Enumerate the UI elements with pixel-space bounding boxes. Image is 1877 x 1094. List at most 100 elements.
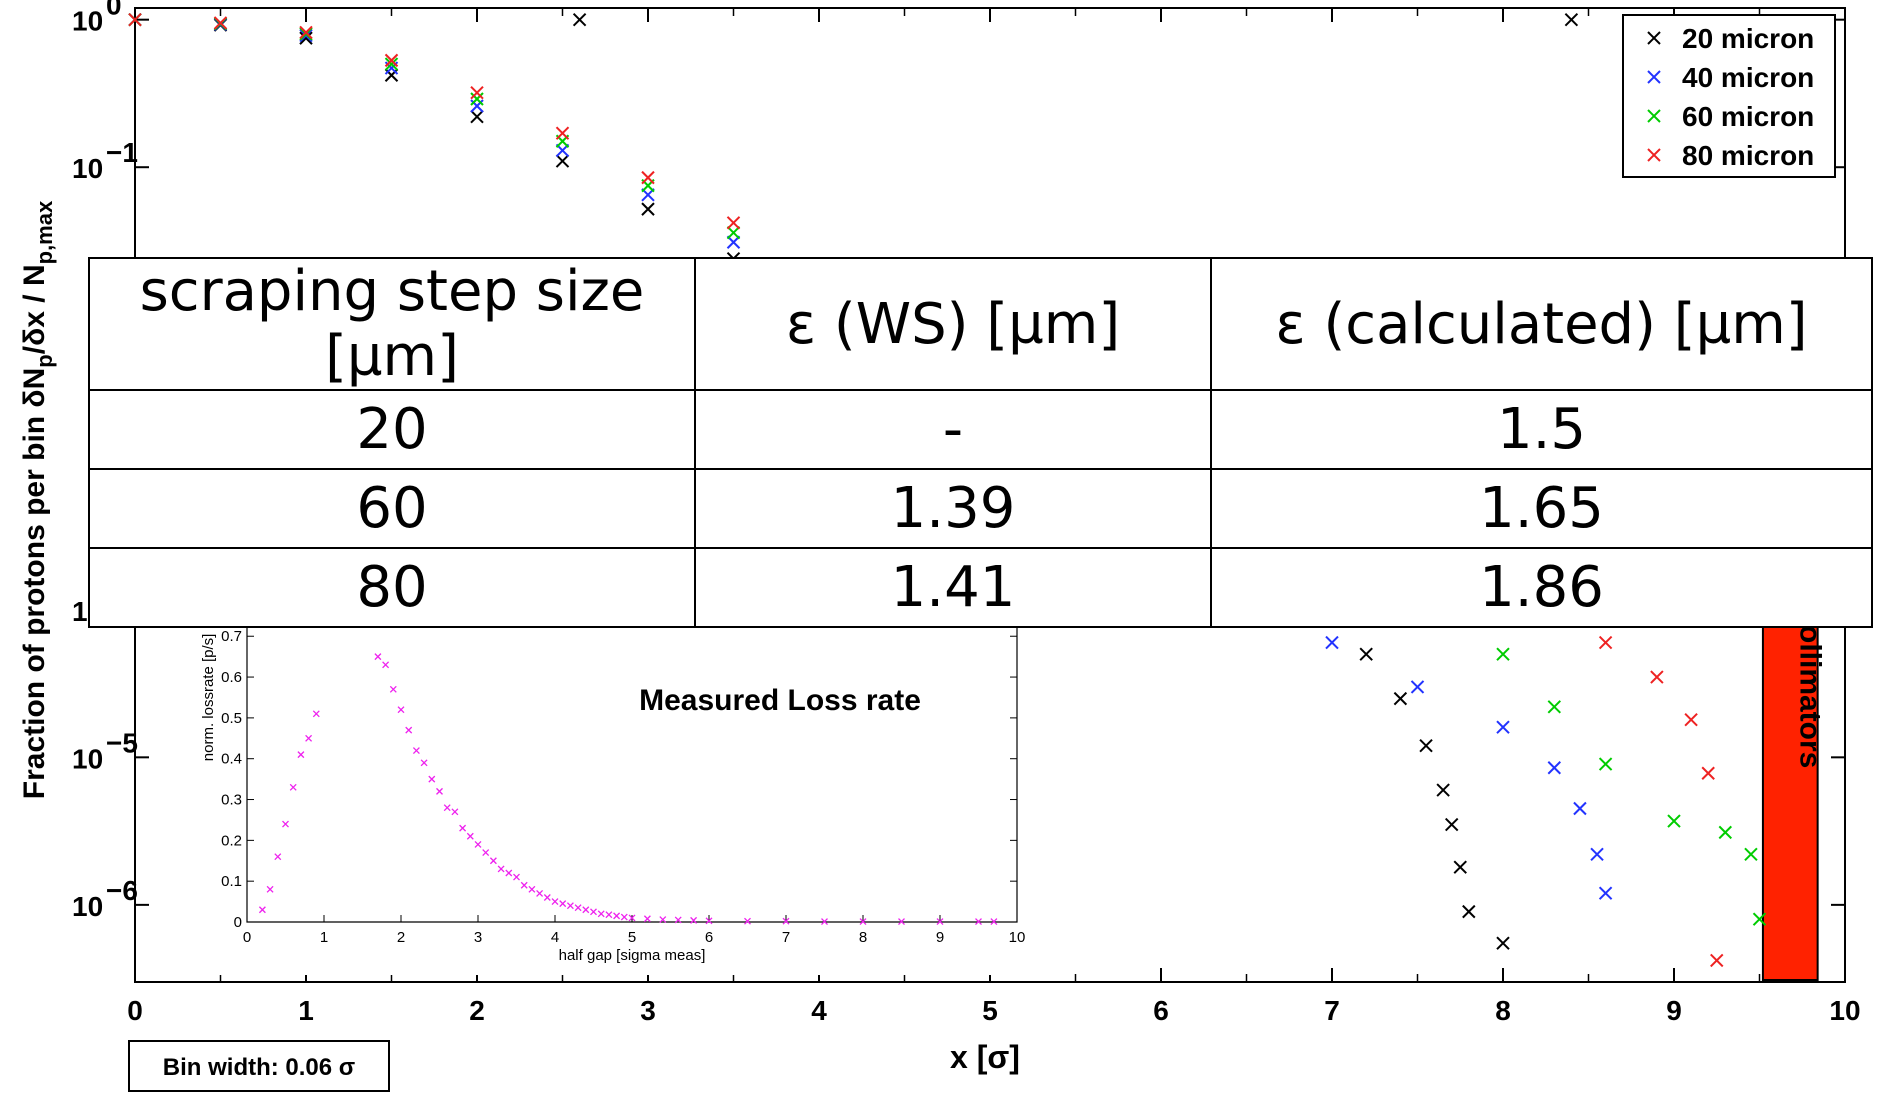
emittance-table: scraping step size [µm] ε (WS) [µm] ε (c… bbox=[88, 257, 1873, 628]
inset-data-point bbox=[536, 889, 544, 897]
table-cell: 1.86 bbox=[1210, 547, 1873, 628]
inset-data-point bbox=[428, 775, 436, 783]
y-tick-label: 10 bbox=[72, 153, 103, 184]
data-point bbox=[641, 202, 655, 216]
table-header: ε (calculated) [µm] bbox=[1210, 257, 1873, 391]
data-point bbox=[726, 225, 741, 240]
inset-data-point bbox=[289, 783, 297, 791]
inset-data-point bbox=[936, 918, 944, 926]
table-cell: 1.41 bbox=[694, 547, 1212, 628]
legend-entry: 60 micron bbox=[1682, 101, 1814, 132]
x-tick-label: 8 bbox=[1495, 995, 1511, 1026]
data-point bbox=[1393, 691, 1408, 706]
inset-y-tick-label: 0.2 bbox=[221, 832, 242, 849]
inset-data-point bbox=[374, 653, 382, 661]
data-point bbox=[1718, 825, 1733, 840]
inset-x-tick-label: 1 bbox=[320, 929, 328, 946]
x-tick-label: 3 bbox=[640, 995, 656, 1026]
data-point bbox=[1598, 886, 1613, 900]
inset-data-point bbox=[975, 918, 982, 926]
x-tick-label: 9 bbox=[1666, 995, 1682, 1026]
inset-data-point bbox=[420, 759, 428, 767]
data-point bbox=[1684, 712, 1698, 727]
data-point bbox=[213, 16, 228, 30]
inset-data-point bbox=[690, 916, 698, 924]
y-axis-title: Fraction of protons per bin δNp/δx / Np,… bbox=[18, 200, 57, 799]
legend-marker bbox=[1647, 70, 1661, 84]
inset-y-tick-label: 0.6 bbox=[221, 669, 242, 686]
inset-data-point bbox=[574, 904, 582, 912]
x-tick-label: 6 bbox=[1153, 995, 1169, 1026]
inset-data-point bbox=[474, 840, 482, 848]
inset-data-point bbox=[389, 685, 397, 693]
data-point bbox=[1547, 700, 1562, 714]
data-point bbox=[1667, 814, 1681, 828]
inset-data-point bbox=[643, 915, 651, 923]
data-point bbox=[470, 92, 484, 106]
y-tick-exponent: −6 bbox=[106, 875, 138, 906]
inset-x-tick-label: 2 bbox=[397, 929, 405, 946]
data-point bbox=[470, 109, 484, 124]
y-tick-label: 10 bbox=[72, 891, 103, 922]
inset-y-tick-label: 0.7 bbox=[221, 628, 242, 645]
inset-data-point bbox=[258, 906, 266, 914]
legend-entry: 80 micron bbox=[1682, 140, 1814, 171]
table-cell: 20 bbox=[88, 389, 696, 470]
inset-data-point bbox=[466, 832, 474, 840]
inset-data-point bbox=[282, 820, 289, 828]
inset-data-point bbox=[543, 894, 551, 901]
inset-y-tick-label: 0 bbox=[234, 914, 242, 931]
y-tick-exponent: −5 bbox=[106, 727, 138, 758]
inset-data-point bbox=[412, 747, 420, 755]
table-cell: 60 bbox=[88, 468, 696, 549]
inset-data-point bbox=[505, 869, 513, 877]
data-point bbox=[1752, 912, 1767, 926]
x-tick-label: 5 bbox=[982, 995, 998, 1026]
inset-data-point bbox=[436, 787, 443, 795]
inset-data-point bbox=[859, 918, 867, 926]
inset-data-point bbox=[613, 912, 621, 920]
inset-data-point bbox=[705, 917, 713, 925]
inset-x-tick-label: 7 bbox=[782, 929, 790, 946]
inset-y-tick-label: 0.3 bbox=[221, 792, 242, 809]
table-cell: 1.39 bbox=[694, 468, 1212, 549]
data-point bbox=[128, 12, 142, 27]
y-axis-title-part: p,max bbox=[32, 200, 57, 264]
legend: 20 micron 40 micron 60 micron 80 micron bbox=[1622, 14, 1836, 178]
legend-marker bbox=[1647, 109, 1661, 123]
inset-data-point bbox=[443, 804, 451, 812]
inset-data-point bbox=[605, 911, 613, 919]
inset-x-tick-label: 4 bbox=[551, 929, 559, 946]
data-point bbox=[726, 216, 741, 230]
inset-data-point bbox=[489, 857, 497, 865]
inset-x-tick-label: 8 bbox=[859, 929, 867, 946]
inset-data-point bbox=[312, 710, 320, 718]
data-point bbox=[1462, 904, 1476, 919]
legend-entry: 40 micron bbox=[1682, 62, 1814, 93]
data-point bbox=[641, 170, 655, 185]
inset-x-tick-label: 0 bbox=[243, 929, 251, 946]
data-point bbox=[1496, 647, 1510, 661]
inset-y-tick-label: 0.4 bbox=[221, 751, 242, 768]
data-point bbox=[384, 57, 399, 71]
inset-data-point bbox=[620, 913, 628, 921]
inset-annotation: Measured Loss rate bbox=[639, 684, 921, 717]
inset-data-point bbox=[297, 751, 305, 759]
data-point bbox=[1496, 936, 1510, 950]
y-tick-exponent: −1 bbox=[106, 137, 138, 168]
table-row: 80 1.41 1.86 bbox=[88, 547, 1873, 628]
inset-x-tick-label: 10 bbox=[1009, 929, 1026, 946]
inset-x-tick-label: 3 bbox=[474, 929, 482, 946]
table-header: scraping step size [µm] bbox=[88, 257, 696, 391]
data-point bbox=[1547, 761, 1562, 775]
y-axis-title-part: p bbox=[32, 354, 57, 367]
table-header-row: scraping step size [µm] ε (WS) [µm] ε (c… bbox=[88, 257, 1873, 391]
inset-data-point bbox=[744, 917, 751, 925]
data-point bbox=[1590, 847, 1604, 862]
inset-data-point bbox=[528, 885, 536, 893]
inset-data-point bbox=[520, 881, 528, 889]
x-tick-label: 10 bbox=[1829, 995, 1860, 1026]
inset-y-tick-label: 0.1 bbox=[221, 873, 242, 890]
data-point bbox=[1598, 757, 1613, 771]
inset-data-point bbox=[898, 918, 905, 926]
